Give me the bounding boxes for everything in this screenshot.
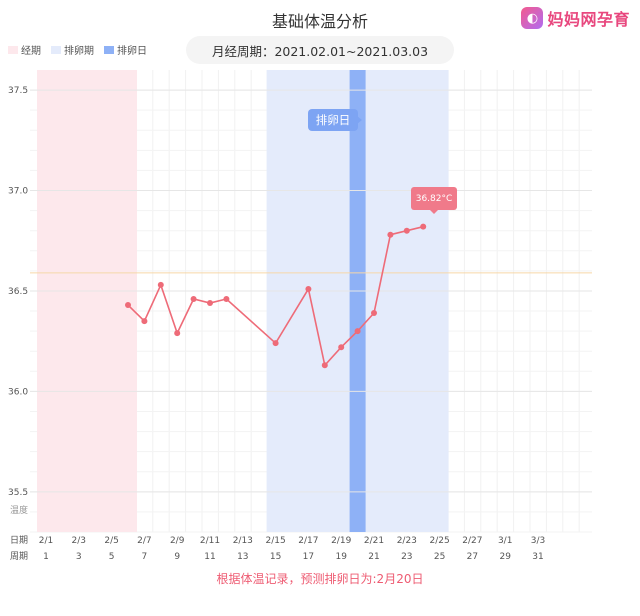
x-tick-date: 2/13	[233, 536, 253, 546]
row-label-temperature: 温度	[10, 504, 28, 516]
x-tick-date: 2/3	[72, 536, 86, 546]
mama-logo-icon: ◐	[521, 7, 544, 29]
temperature-point	[157, 281, 164, 288]
legend-item-period: 经期	[8, 42, 41, 57]
legend-swatch-ovulation-day	[104, 45, 114, 54]
x-tick-cycle-day: 19	[335, 552, 347, 562]
x-tick-cycle-day: 17	[303, 552, 314, 562]
temperature-point	[321, 362, 328, 369]
temperature-point	[354, 328, 361, 335]
legend-label-ovulation-day: 排卵日	[117, 46, 147, 57]
legend-swatch-ovulation-window	[51, 45, 61, 54]
x-tick-cycle-day: 11	[204, 552, 215, 562]
temperature-point	[207, 300, 213, 307]
temperature-line	[127, 225, 424, 367]
x-tick-cycle-day: 1	[43, 552, 49, 562]
ovulation-day-band	[349, 70, 366, 532]
x-tick-date: 3/3	[531, 536, 545, 546]
x-tick-cycle-day: 7	[142, 552, 148, 562]
x-tick-cycle-day: 13	[237, 552, 248, 562]
x-tick-date: 2/11	[200, 536, 220, 546]
y-tick-label: 37.0	[8, 187, 28, 197]
x-tick-date: 2/15	[265, 536, 285, 546]
legend-item-ovulation-day: 排卵日	[104, 42, 147, 57]
x-tick-date: 2/25	[429, 536, 449, 546]
legend-swatch-period	[8, 45, 18, 54]
y-tick-label: 36.5	[8, 287, 28, 297]
temperature-point	[387, 231, 394, 238]
temperature-point	[141, 318, 148, 325]
row-label-date: 日期	[10, 535, 28, 546]
chart-legend: 经期 排卵期 排卵日	[8, 42, 147, 57]
x-tick-date: 2/23	[397, 536, 417, 546]
x-tick-cycle-day: 31	[532, 552, 543, 562]
temperature-point	[403, 227, 410, 234]
latest-temperature-label: 36.82°C	[411, 187, 457, 214]
x-tick-cycle-day: 15	[270, 552, 281, 562]
x-tick-date: 2/21	[364, 536, 384, 546]
y-tick-label: 37.5	[8, 86, 28, 96]
y-tick-label: 35.5	[8, 488, 28, 498]
cycle-period-selector[interactable]: 月经周期：2021.02.01~2021.03.03	[186, 36, 454, 64]
y-tick-label: 36.0	[8, 387, 28, 397]
temperature-point	[223, 295, 230, 302]
x-tick-cycle-day: 25	[434, 552, 445, 562]
legend-label-ovulation-window: 排卵期	[64, 46, 94, 57]
ovulation-day-tooltip: 排卵日	[308, 109, 362, 131]
x-tick-cycle-day: 29	[499, 552, 511, 562]
temperature-point	[420, 223, 427, 230]
x-tick-date: 2/5	[104, 536, 118, 546]
temperature-point	[272, 340, 279, 347]
cycle-period-label: 月经周期：2021.02.01~2021.03.03	[211, 43, 429, 59]
x-tick-cycle-day: 3	[76, 552, 82, 562]
legend-label-period: 经期	[21, 46, 41, 57]
x-tick-cycle-day: 23	[401, 552, 412, 562]
brand-logo: ◐ 妈妈网孕育	[521, 6, 630, 30]
temperature-point	[371, 310, 377, 317]
temperature-point	[305, 285, 312, 292]
prediction-note: 根据体温记录，预测排卵日为:2月20日	[216, 572, 424, 586]
row-label-cycle: 周期	[10, 551, 28, 562]
temperature-point	[174, 330, 181, 337]
x-tick-date: 3/1	[498, 536, 512, 546]
legend-item-ovulation-window: 排卵期	[51, 42, 94, 57]
x-tick-cycle-day: 9	[174, 552, 180, 562]
logo-text: 妈妈网孕育	[547, 10, 630, 29]
x-tick-date: 2/9	[170, 536, 185, 546]
x-tick-date: 2/17	[298, 536, 318, 546]
x-tick-date: 2/1	[39, 536, 53, 546]
x-tick-cycle-day: 27	[467, 552, 478, 562]
temperature-point	[190, 295, 197, 302]
x-tick-cycle-day: 5	[109, 552, 115, 562]
chart-title: 基础体温分析	[271, 12, 368, 31]
temperature-point	[125, 302, 131, 309]
x-tick-date: 2/27	[462, 536, 482, 546]
period-band	[37, 70, 137, 532]
x-tick-date: 2/19	[331, 536, 351, 546]
temperature-point	[338, 344, 345, 351]
x-tick-cycle-day: 21	[368, 552, 379, 562]
x-tick-date: 2/7	[137, 536, 151, 546]
